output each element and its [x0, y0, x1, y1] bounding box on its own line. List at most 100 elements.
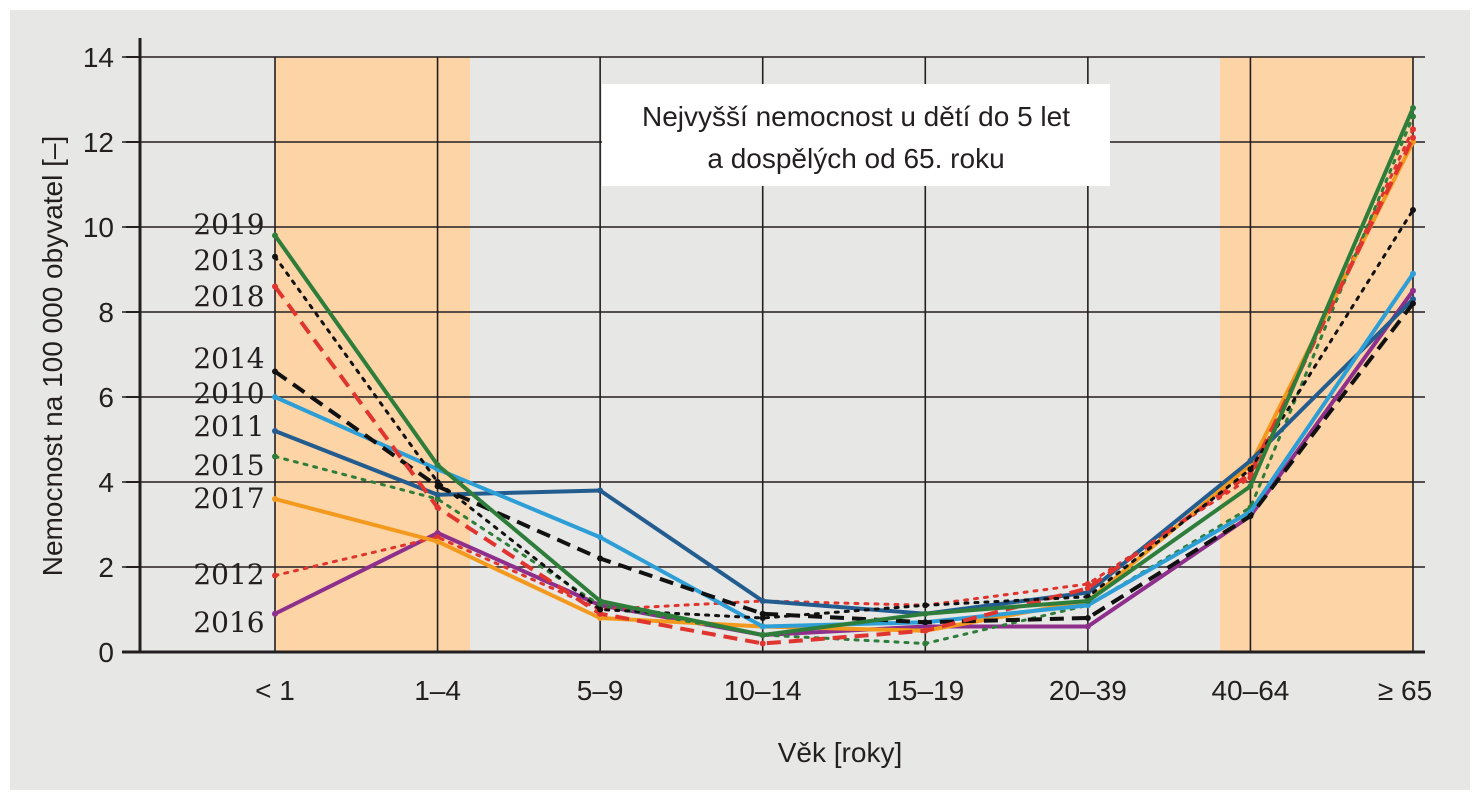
series-point-2011-4 [759, 598, 766, 604]
series-point-2011-1 [272, 428, 278, 434]
series-point-2010-4 [759, 623, 766, 630]
series-point-2011-8 [1410, 296, 1416, 303]
year-label-2018: 2018 [193, 280, 264, 313]
x-tick-label-4: 10–14 [724, 675, 802, 706]
series-line-2015 [273, 115, 1415, 645]
y-tick-labels: 0 2 4 6 8 10 12 14 [83, 42, 114, 668]
series-point-2013-4 [759, 615, 766, 621]
series-line-2018 [273, 136, 1415, 646]
series-point-2012-2 [434, 534, 441, 541]
series-lines [272, 105, 1416, 647]
y-tick-label-0: 0 [98, 637, 114, 668]
series-point-2010-1 [272, 394, 278, 400]
x-tick-labels: < 1 1–4 5–9 10–14 15–19 20–39 40–64 ≥ 65 [255, 675, 1432, 706]
x-tick-label-8: ≥ 65 [1378, 675, 1432, 706]
x-tick-label-7: 40–64 [1211, 675, 1289, 706]
year-label-2013: 2013 [193, 244, 264, 277]
y-tick-label-6: 6 [98, 382, 114, 413]
series-point-2018-3 [597, 610, 604, 617]
series-point-2013-3 [597, 606, 604, 613]
annotation-line-1: Nejvyšší nemocnost u dětí do 5 let [642, 101, 1070, 132]
y-axis-title: Nemocnost na 100 000 obyvatel [–] [37, 136, 68, 577]
series-line-2014 [273, 302, 1415, 625]
series-line-2016 [274, 289, 1415, 637]
series-point-2017-1 [272, 496, 278, 502]
series-line-2017 [274, 141, 1415, 633]
series-point-2014-6 [1084, 615, 1091, 621]
series-point-2013-5 [922, 602, 929, 609]
series-point-2010-8 [1410, 270, 1416, 277]
series-point-2019-8 [1410, 105, 1416, 111]
series-point-2013-8 [1410, 207, 1416, 213]
year-label-2011: 2011 [193, 410, 264, 443]
axes [122, 38, 1425, 654]
series-point-2019-5 [922, 610, 929, 617]
y-tick-label-2: 2 [98, 552, 114, 583]
series-point-2019-1 [272, 232, 278, 239]
x-axis-title: Věk [roky] [778, 737, 902, 768]
annotation-background [602, 84, 1110, 186]
year-label-2015: 2015 [193, 449, 264, 482]
year-label-2010: 2010 [193, 377, 264, 410]
x-tick-label-2: 1–4 [414, 675, 461, 706]
series-line-2013 [273, 208, 1415, 620]
series-point-2017-3 [597, 615, 604, 621]
series-point-2012-1 [272, 572, 278, 579]
y-tick-label-10: 10 [83, 212, 114, 243]
series-point-2014-4 [759, 610, 766, 617]
series-point-2018-4 [759, 640, 766, 647]
series-point-2013-2 [434, 479, 441, 485]
series-line-2011 [274, 297, 1415, 616]
highlight-band-2 [1220, 57, 1413, 652]
y-tick-label-4: 4 [98, 467, 114, 498]
series-point-2016-2 [434, 530, 441, 536]
year-label-2019: 2019 [193, 208, 264, 241]
series-point-2018-5 [922, 627, 929, 634]
series-point-2018-6 [1084, 585, 1091, 592]
series-point-2015-5 [922, 640, 929, 647]
series-point-2018-8 [1410, 134, 1416, 141]
series-point-2016-6 [1084, 623, 1091, 630]
series-point-2018-7 [1247, 470, 1254, 477]
series-point-2019-7 [1247, 483, 1254, 490]
year-label-2016: 2016 [193, 606, 264, 639]
series-point-2015-2 [434, 496, 441, 502]
series-point-2013-1 [272, 253, 278, 260]
y-tick-label-8: 8 [98, 297, 114, 328]
series-point-2016-5 [922, 623, 929, 630]
series-point-2011-2 [434, 491, 441, 498]
series-point-2015-1 [272, 453, 278, 460]
y-tick-label-12: 12 [83, 127, 114, 158]
series-point-2019-2 [434, 462, 441, 468]
series-point-2018-2 [434, 504, 441, 511]
series-point-2016-8 [1410, 287, 1416, 294]
series-point-2019-4 [759, 632, 766, 638]
x-tick-label-5: 15–19 [886, 675, 964, 706]
x-tick-label-6: 20–39 [1049, 675, 1127, 706]
series-point-2018-1 [272, 283, 278, 290]
year-label-2017: 2017 [193, 482, 264, 515]
series-point-2012-6 [1084, 581, 1091, 587]
series-point-2019-3 [597, 598, 604, 604]
series-point-2013-7 [1247, 466, 1254, 473]
series-point-2016-1 [272, 610, 278, 617]
year-label-2014: 2014 [193, 342, 264, 375]
series-point-2010-6 [1084, 602, 1091, 609]
series-point-2010-3 [597, 534, 604, 541]
series-line-2012 [273, 127, 1415, 611]
annotation-box: Nejvyšší nemocnost u dětí do 5 let a dos… [602, 84, 1110, 186]
series-point-2014-1 [272, 368, 278, 375]
series-point-2014-8 [1410, 300, 1416, 307]
year-label-2012: 2012 [193, 558, 264, 591]
series-point-2011-6 [1084, 589, 1091, 596]
series-line-2019 [273, 107, 1415, 637]
series-point-2019-6 [1084, 598, 1091, 604]
series-point-2014-7 [1247, 513, 1254, 519]
series-point-2017-2 [434, 538, 441, 545]
x-tick-label-3: 5–9 [577, 675, 624, 706]
series-point-2011-7 [1247, 457, 1254, 464]
y-tick-label-14: 14 [83, 42, 114, 73]
